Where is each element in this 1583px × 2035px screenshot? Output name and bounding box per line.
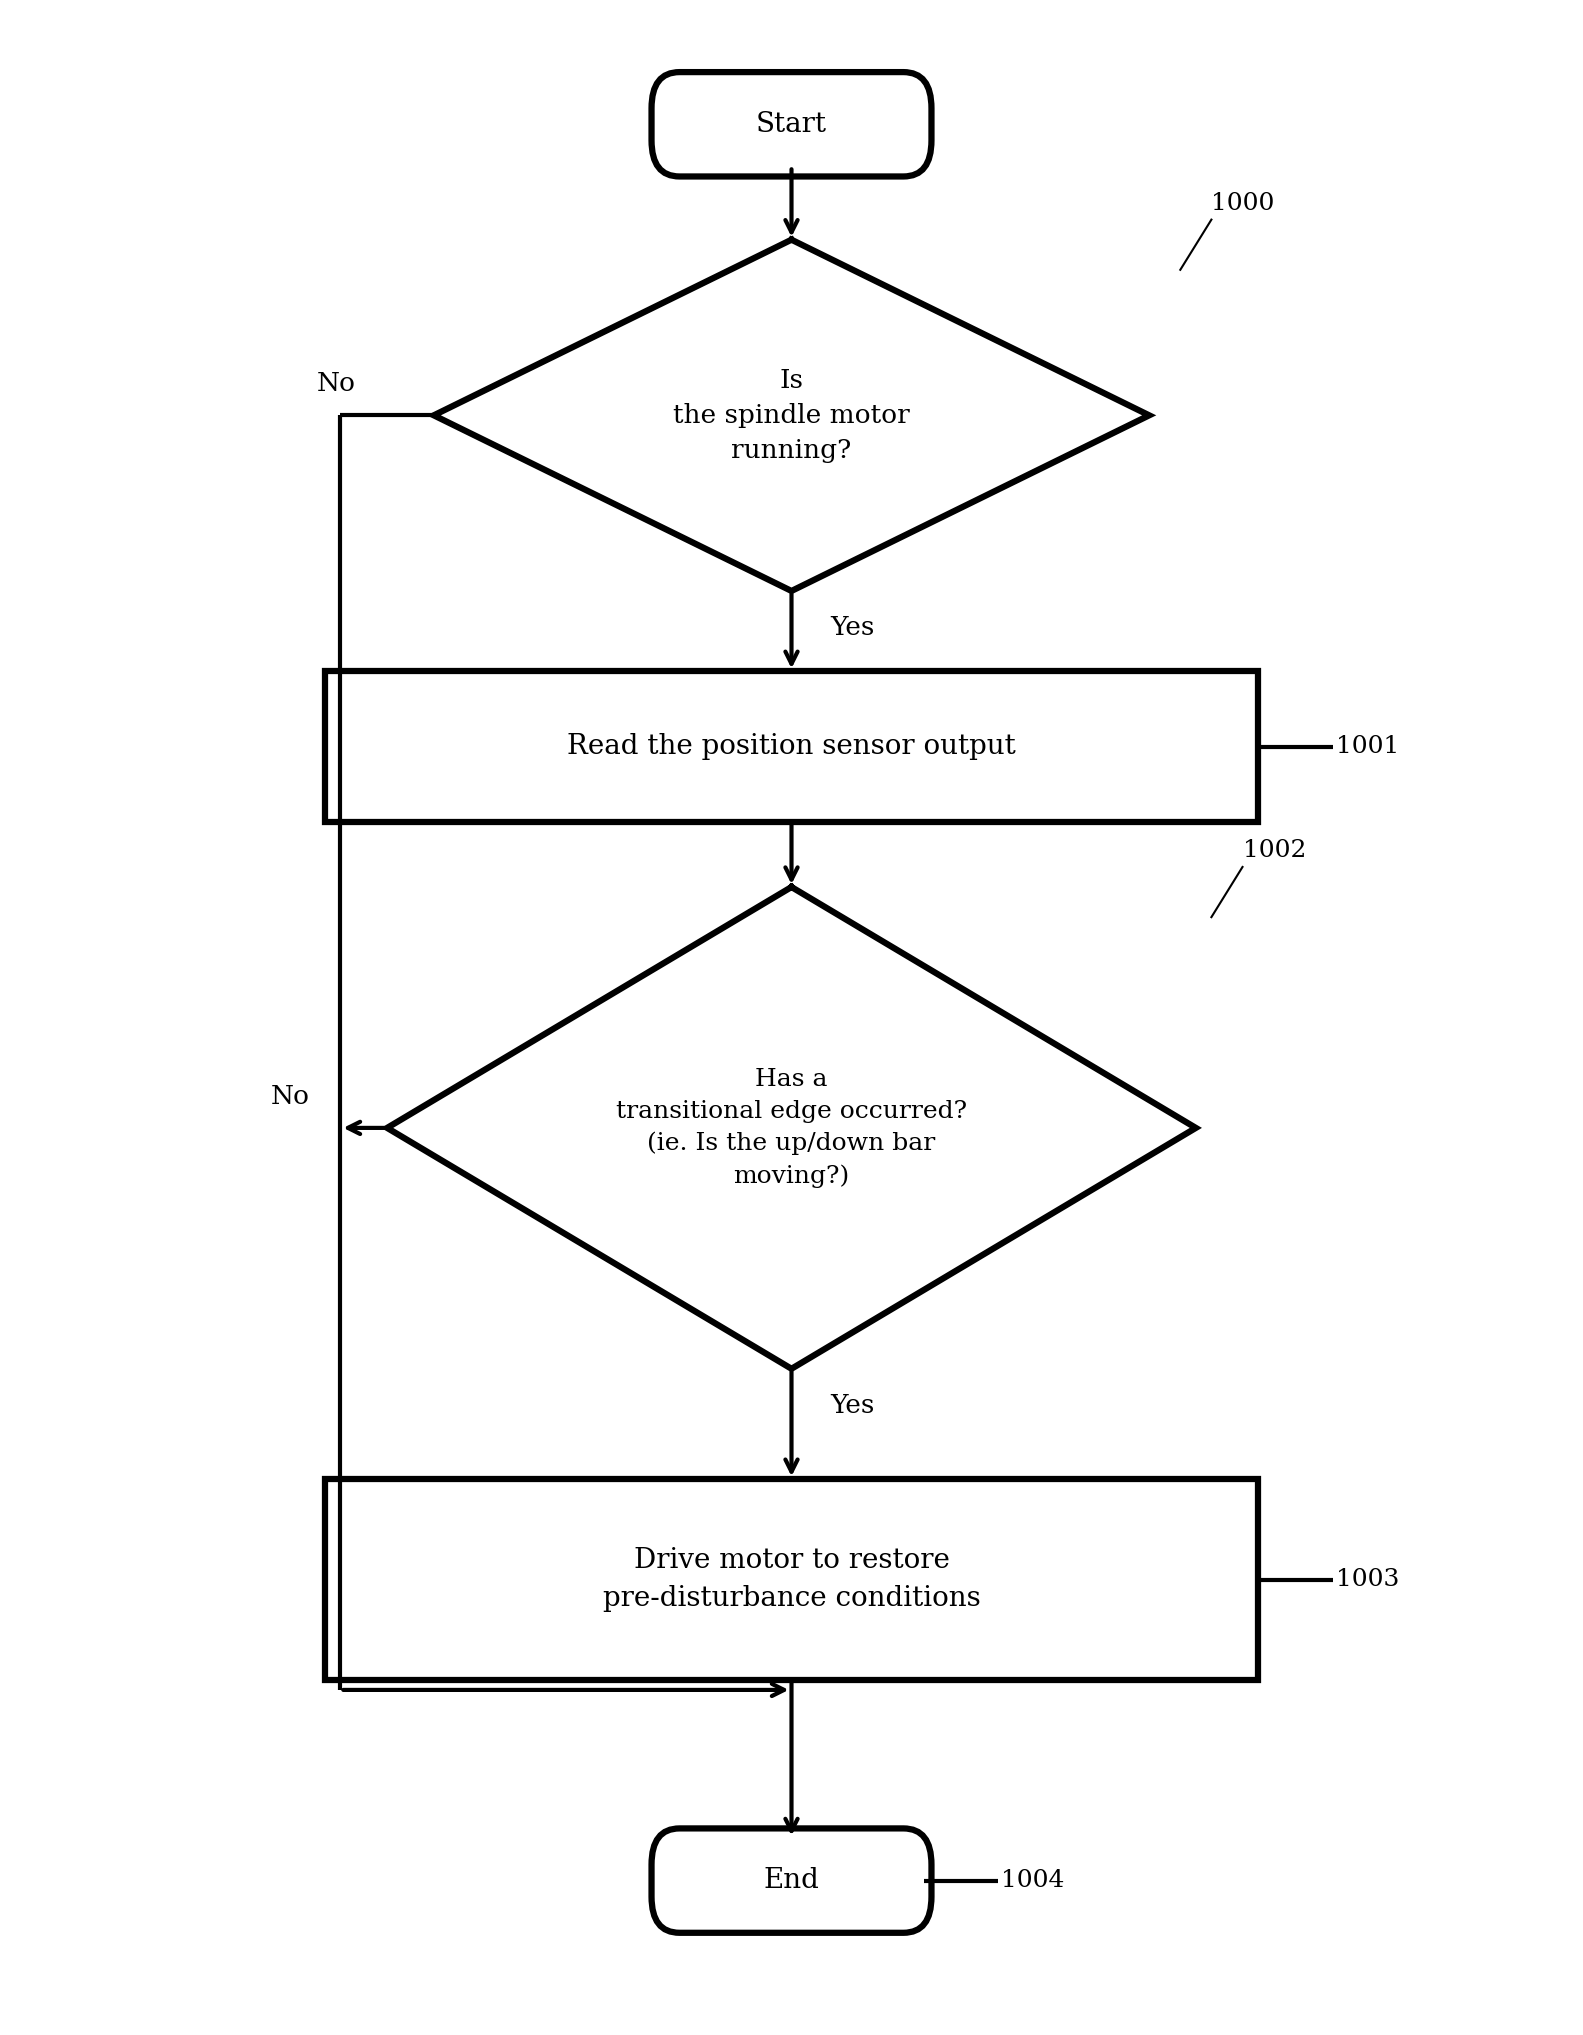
Text: End: End	[763, 1866, 820, 1895]
Text: Yes: Yes	[831, 1392, 875, 1418]
Text: 1003: 1003	[1336, 1569, 1399, 1591]
Text: 1001: 1001	[1336, 735, 1399, 757]
Text: Yes: Yes	[831, 615, 875, 641]
Text: Drive motor to restore
pre-disturbance conditions: Drive motor to restore pre-disturbance c…	[603, 1547, 980, 1612]
Text: 1002: 1002	[1243, 838, 1306, 863]
FancyBboxPatch shape	[652, 1827, 931, 1933]
Text: No: No	[271, 1085, 310, 1109]
Text: 1004: 1004	[1002, 1868, 1065, 1893]
Text: Is
the spindle motor
running?: Is the spindle motor running?	[673, 368, 910, 462]
Polygon shape	[388, 887, 1195, 1370]
Text: 1000: 1000	[1211, 191, 1274, 214]
Text: Has a
transitional edge occurred?
(ie. Is the up/down bar
moving?): Has a transitional edge occurred? (ie. I…	[616, 1068, 967, 1188]
Bar	[325, 672, 1258, 822]
Text: No: No	[317, 370, 356, 397]
FancyBboxPatch shape	[652, 71, 931, 177]
Text: Start: Start	[757, 110, 826, 138]
Bar	[325, 1479, 1258, 1679]
Polygon shape	[434, 240, 1149, 590]
Text: Read the position sensor output: Read the position sensor output	[567, 733, 1016, 759]
